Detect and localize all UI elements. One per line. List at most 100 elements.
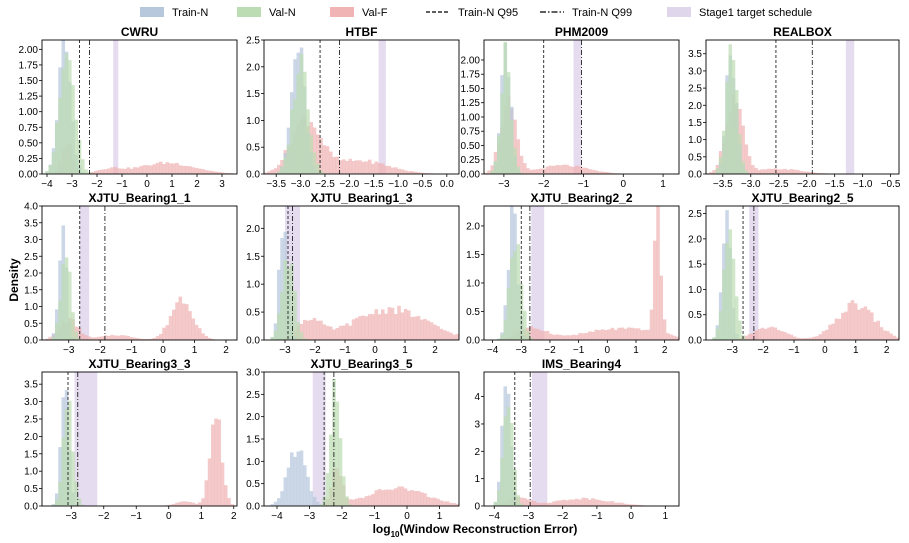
fault-bar: [889, 333, 893, 340]
fault-bar: [617, 327, 621, 340]
fault-bar: [656, 206, 660, 340]
fault-bar: [452, 334, 457, 340]
fault-bar: [433, 324, 437, 340]
fault-bar: [420, 172, 424, 174]
fault-bar: [230, 504, 235, 506]
val-bar: [64, 408, 69, 506]
fault-bar: [371, 494, 375, 506]
fault-bar: [172, 163, 176, 174]
x-tick-label: −2.5: [315, 179, 335, 190]
fault-bar: [601, 329, 605, 340]
val-bar: [296, 73, 301, 174]
panel-8: XJTU_Bearing3_3 −3 −2 −1 0 1 2 0.0 0.5 1.0 1.5 2.0 2…: [24, 357, 238, 522]
val-bar: [725, 81, 729, 174]
plot-area: [270, 206, 459, 340]
schedule-band: [531, 372, 548, 506]
fault-bar: [825, 329, 829, 340]
fault-bar: [403, 488, 408, 506]
axes-frame: [263, 205, 460, 341]
fault-bar: [270, 169, 275, 174]
train-bar: [286, 467, 291, 506]
fault-bar: [552, 334, 556, 340]
axes-frame: [263, 39, 460, 175]
x-tick-label: 0: [822, 345, 828, 356]
fault-bar: [217, 419, 222, 506]
val-bar: [731, 60, 736, 174]
fault-bar: [754, 330, 758, 340]
fault-bar: [773, 168, 778, 174]
fault-bar: [364, 161, 369, 174]
fault-bar: [633, 504, 638, 506]
val-bar: [51, 152, 56, 174]
val-bar: [273, 330, 278, 340]
y-tick-label: 0.0: [466, 336, 480, 347]
val-bar: [500, 457, 504, 506]
fault-bar: [364, 316, 369, 340]
val-bar: [290, 109, 294, 174]
val-histogram: [42, 53, 92, 174]
fault-bar: [754, 167, 758, 174]
fault-bar: [81, 333, 85, 340]
fault-bar: [767, 168, 771, 174]
val-bar: [503, 41, 508, 174]
x-tick-label: 0: [372, 345, 378, 356]
fault-bar: [123, 335, 127, 340]
val-bar: [510, 120, 514, 174]
fault-bar: [155, 336, 160, 340]
fault-bar: [487, 170, 491, 174]
fault-bar: [815, 172, 819, 174]
fault-bar: [607, 329, 612, 340]
y-tick-label: 1.5: [688, 260, 702, 271]
fault-bar: [757, 169, 761, 174]
x-tick-label: −2: [557, 511, 569, 522]
fault-bar: [584, 498, 589, 506]
fault-bar: [410, 316, 414, 340]
fault-bar: [519, 497, 524, 506]
x-tick-label: −3.0: [291, 179, 311, 190]
fault-bar: [116, 335, 121, 340]
fault-histogram: [162, 418, 237, 506]
fault-bar: [659, 275, 664, 340]
fault-bar: [423, 173, 427, 174]
y-tick-label: 1.50: [19, 76, 39, 87]
val-bar: [286, 144, 291, 174]
val-bar: [734, 296, 739, 340]
fault-bar: [558, 334, 563, 340]
fault-bar: [387, 489, 392, 506]
fault-bar: [449, 332, 453, 340]
fault-bar: [381, 490, 385, 506]
fault-bar: [821, 331, 826, 340]
y-tick-label: 0.0: [24, 502, 38, 513]
fault-bar: [325, 325, 330, 340]
fault-bar: [181, 303, 186, 340]
y-tick-label: 1.0: [24, 467, 38, 478]
fault-bar: [191, 167, 196, 174]
fault-bar: [870, 312, 874, 340]
fault-bar: [669, 334, 673, 340]
fault-bar: [588, 331, 592, 340]
fault-bar: [555, 165, 560, 174]
val-bar: [335, 401, 340, 506]
fault-bar: [575, 335, 579, 340]
fault-bar: [636, 328, 641, 340]
train-bar: [58, 447, 62, 506]
fault-bar: [129, 168, 134, 174]
fault-bar: [802, 171, 807, 174]
val-bar: [312, 152, 317, 174]
plot-area: [42, 206, 215, 340]
fault-bar: [136, 338, 140, 340]
fault-bar: [516, 139, 521, 174]
fault-bar: [227, 173, 231, 174]
val-bar: [280, 292, 284, 340]
fault-bar: [316, 320, 320, 340]
fault-bar: [455, 334, 459, 340]
legend: Train-N Val-N Val-F Train-N Q95 Train-N Q99 S…: [140, 7, 812, 19]
x-tick-label: −3: [304, 511, 316, 522]
x-tick-label: 1: [663, 511, 669, 522]
val-bar: [68, 400, 72, 506]
val-bar: [277, 313, 281, 340]
y-tick-label: 1.5: [466, 250, 480, 261]
fault-bar: [329, 151, 333, 174]
fault-bar: [536, 328, 540, 340]
